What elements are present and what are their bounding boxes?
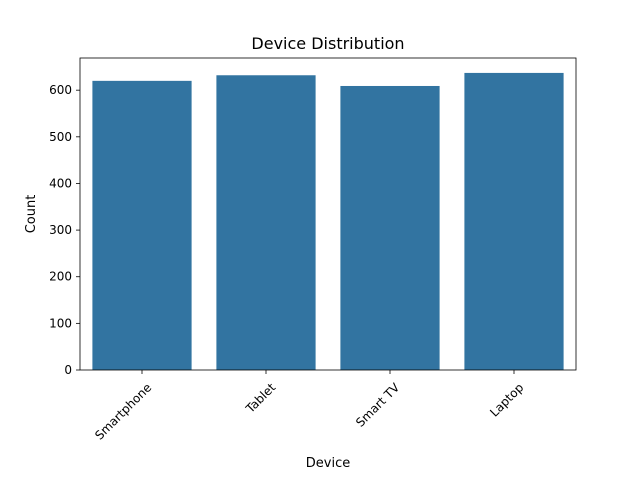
x-axis-label: Device — [306, 456, 350, 471]
bar-tablet — [216, 75, 316, 370]
chart-title: Device Distribution — [251, 34, 404, 53]
x-tick-label-laptop: Laptop — [487, 380, 526, 419]
y-tick-label: 400 — [49, 176, 72, 190]
x-axis-ticks: Smartphone Tablet Smart TV Laptop — [92, 370, 526, 443]
y-tick-label: 300 — [49, 223, 72, 237]
y-axis-label: Count — [24, 195, 39, 234]
y-tick-label: 100 — [49, 316, 72, 330]
bar-smart-tv — [340, 85, 440, 370]
y-tick-label: 200 — [49, 270, 72, 284]
y-tick-label: 0 — [64, 363, 72, 377]
y-axis-ticks: 0 100 200 300 400 500 600 — [49, 83, 80, 377]
x-tick-label-smart-tv: Smart TV — [353, 380, 403, 430]
y-tick-label: 500 — [49, 130, 72, 144]
x-tick-label-smartphone: Smartphone — [92, 380, 154, 442]
bar-smartphone — [92, 80, 192, 370]
bar-laptop — [464, 72, 564, 371]
x-tick-label-tablet: Tablet — [242, 380, 278, 416]
plot-frame — [79, 57, 577, 371]
y-tick-label: 600 — [49, 83, 72, 97]
bars-layer — [92, 72, 564, 371]
